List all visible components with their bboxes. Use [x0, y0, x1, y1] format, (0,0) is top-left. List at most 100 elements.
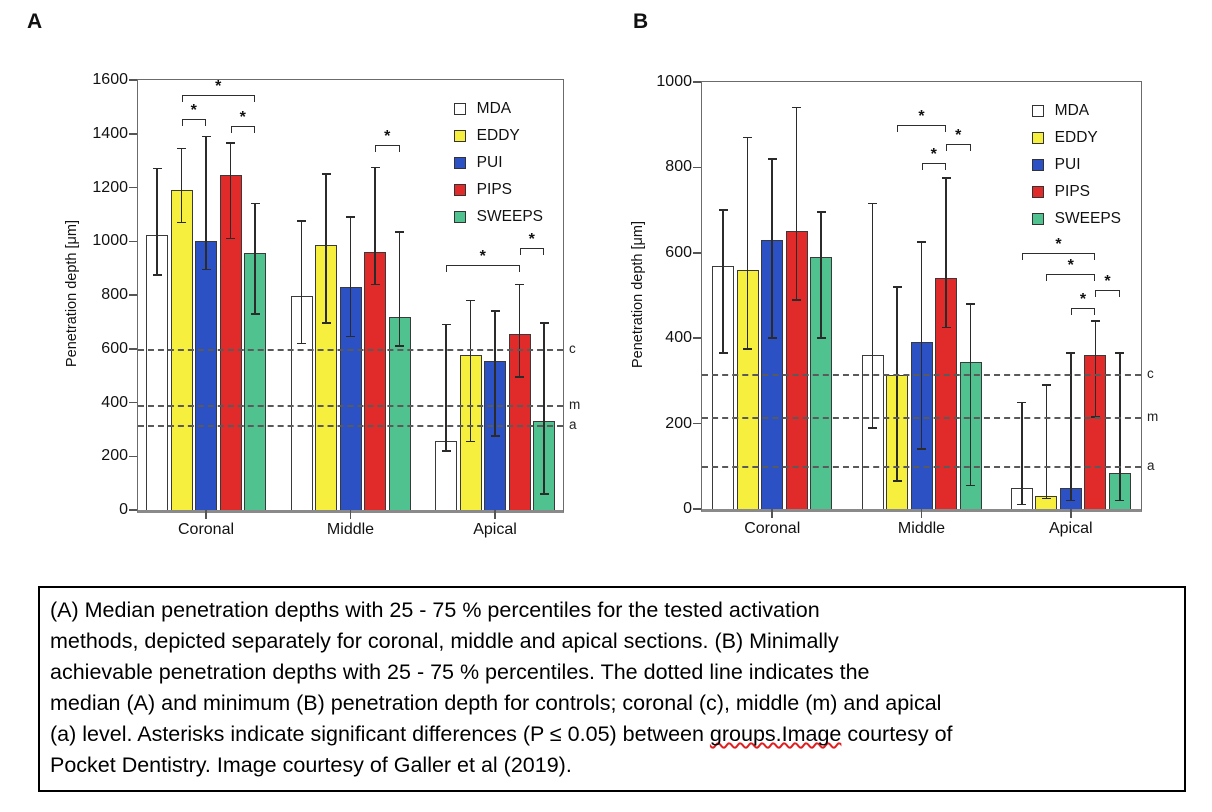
error-bar-eddy-apical	[469, 300, 472, 442]
x-axis-category-label-coronal: Coronal	[177, 521, 235, 538]
x-axis-tick-mark	[205, 510, 207, 519]
significance-asterisk: *	[1079, 291, 1087, 309]
error-bar-pips-middle	[374, 167, 376, 285]
error-bar-mda-middle	[871, 203, 874, 428]
error-bar-mda-middle	[300, 221, 303, 344]
legend-item-pips: PIPS	[453, 181, 543, 198]
caption-line: methods, depicted separately for coronal…	[50, 629, 839, 653]
error-bar-eddy-middle	[325, 174, 327, 324]
x-axis-tick-mark	[494, 510, 496, 519]
error-bar-cap	[250, 313, 260, 315]
error-bar-cap	[201, 135, 211, 138]
error-bar-eddy-coronal	[746, 137, 749, 349]
legend-swatch-eddy	[453, 129, 466, 142]
error-bar-mda-coronal	[722, 210, 724, 354]
error-bar-cap	[321, 173, 331, 175]
error-bar-cap	[816, 337, 826, 339]
error-bar-pips-coronal	[795, 107, 798, 300]
y-axis-tick-mark	[129, 294, 137, 296]
caption-text-segment: courtesy of	[841, 722, 953, 746]
error-bar-cap	[1041, 384, 1051, 386]
legend-label-sweeps: SWEEPS	[476, 208, 543, 225]
error-bar-cap	[792, 299, 802, 301]
y-axis-tick-mark	[693, 337, 701, 339]
legend-item-eddy: EDDY	[453, 127, 543, 144]
error-bar-cap	[515, 283, 524, 285]
legend-item-eddy: EDDY	[1031, 129, 1121, 146]
error-bar-sweeps-middle	[969, 304, 972, 486]
error-bar-cap	[177, 147, 186, 150]
y-axis-tick-mark	[693, 81, 701, 83]
legend-swatch-eddy	[1031, 131, 1044, 144]
error-bar-cap	[152, 274, 162, 276]
error-bar-cap	[539, 322, 549, 324]
error-bar-cap	[515, 376, 524, 378]
legend-label-sweeps: SWEEPS	[1054, 210, 1121, 227]
y-axis-title-b: Penetration depth [μm]	[630, 221, 646, 368]
error-bar-cap	[892, 480, 902, 482]
control-line-label-c: c	[569, 340, 576, 356]
significance-bracket	[446, 265, 520, 273]
significance-asterisk: *	[930, 146, 937, 164]
error-bar-cap	[917, 241, 926, 243]
legend-swatch-pui	[1031, 158, 1044, 171]
significance-asterisk: *	[215, 77, 222, 95]
error-bar-cap	[966, 484, 975, 487]
legend: MDA EDDY PUI PIPS SWEEPS	[453, 100, 543, 235]
error-bar-cap	[539, 493, 549, 495]
legend-label-mda: MDA	[476, 100, 512, 117]
error-bar-pui-coronal	[205, 136, 207, 270]
error-bar-cap	[370, 166, 380, 169]
y-axis-tick-mark	[129, 79, 137, 81]
error-bar-cap	[792, 106, 802, 109]
y-axis-tick-mark	[693, 252, 701, 254]
significance-asterisk: *	[955, 126, 962, 144]
y-axis-tick-label: 1000	[92, 232, 128, 250]
legend-label-pui: PUI	[1054, 156, 1081, 173]
error-bar-mda-coronal	[156, 168, 158, 275]
control-line-label-m: m	[1147, 409, 1159, 425]
y-axis-tick-label: 600	[665, 243, 692, 261]
control-line-label-c: c	[1147, 366, 1154, 382]
error-bar-cap	[1090, 320, 1100, 322]
error-bar-cap	[767, 158, 777, 160]
significance-bracket	[1095, 290, 1120, 298]
y-axis-tick-mark	[693, 422, 701, 425]
error-bar-sweeps-middle	[398, 231, 401, 347]
x-axis-category-label-apical: Apical	[1048, 520, 1093, 537]
caption-line: median (A) and minimum (B) penetration d…	[50, 691, 942, 715]
error-bar-cap	[718, 209, 728, 211]
x-axis-category-label-apical: Apical	[473, 521, 517, 538]
control-line-label-a: a	[1147, 458, 1155, 474]
error-bar-cap	[441, 450, 451, 452]
significance-bracket	[181, 118, 206, 126]
legend: MDA EDDY PUI PIPS SWEEPS	[1031, 102, 1121, 237]
control-dashed-line-a	[138, 425, 563, 428]
y-axis-tick-label: 400	[101, 393, 128, 411]
legend-swatch-mda	[453, 102, 466, 115]
y-axis-tick-mark	[129, 240, 137, 242]
error-bar-eddy-coronal	[180, 148, 183, 223]
y-axis-tick-mark	[693, 508, 701, 510]
error-bar-pips-coronal	[229, 143, 232, 239]
y-axis-tick-mark	[129, 348, 137, 350]
legend-swatch-pui	[453, 156, 466, 169]
x-axis-category-label-middle: Middle	[326, 521, 375, 538]
error-bar-cap	[321, 322, 331, 324]
legend-label-mda: MDA	[1054, 102, 1090, 119]
significance-bracket	[897, 124, 946, 132]
error-bar-mda-apical	[1021, 402, 1023, 505]
significance-bracket	[1021, 252, 1096, 260]
error-bar-cap	[346, 216, 355, 218]
error-bar-sweeps-apical	[1119, 353, 1121, 501]
y-axis-tick-label: 0	[119, 501, 128, 518]
legend-item-pips: PIPS	[1031, 183, 1121, 200]
error-bar-pui-middle	[920, 242, 923, 450]
legend-label-pips: PIPS	[476, 181, 512, 198]
y-axis-tick-mark	[693, 166, 701, 169]
error-bar-cap	[395, 231, 404, 233]
significance-asterisk: *	[1055, 235, 1062, 253]
error-bar-cap	[1066, 499, 1076, 502]
legend-label-eddy: EDDY	[476, 127, 520, 144]
legend-label-pui: PUI	[476, 154, 503, 171]
